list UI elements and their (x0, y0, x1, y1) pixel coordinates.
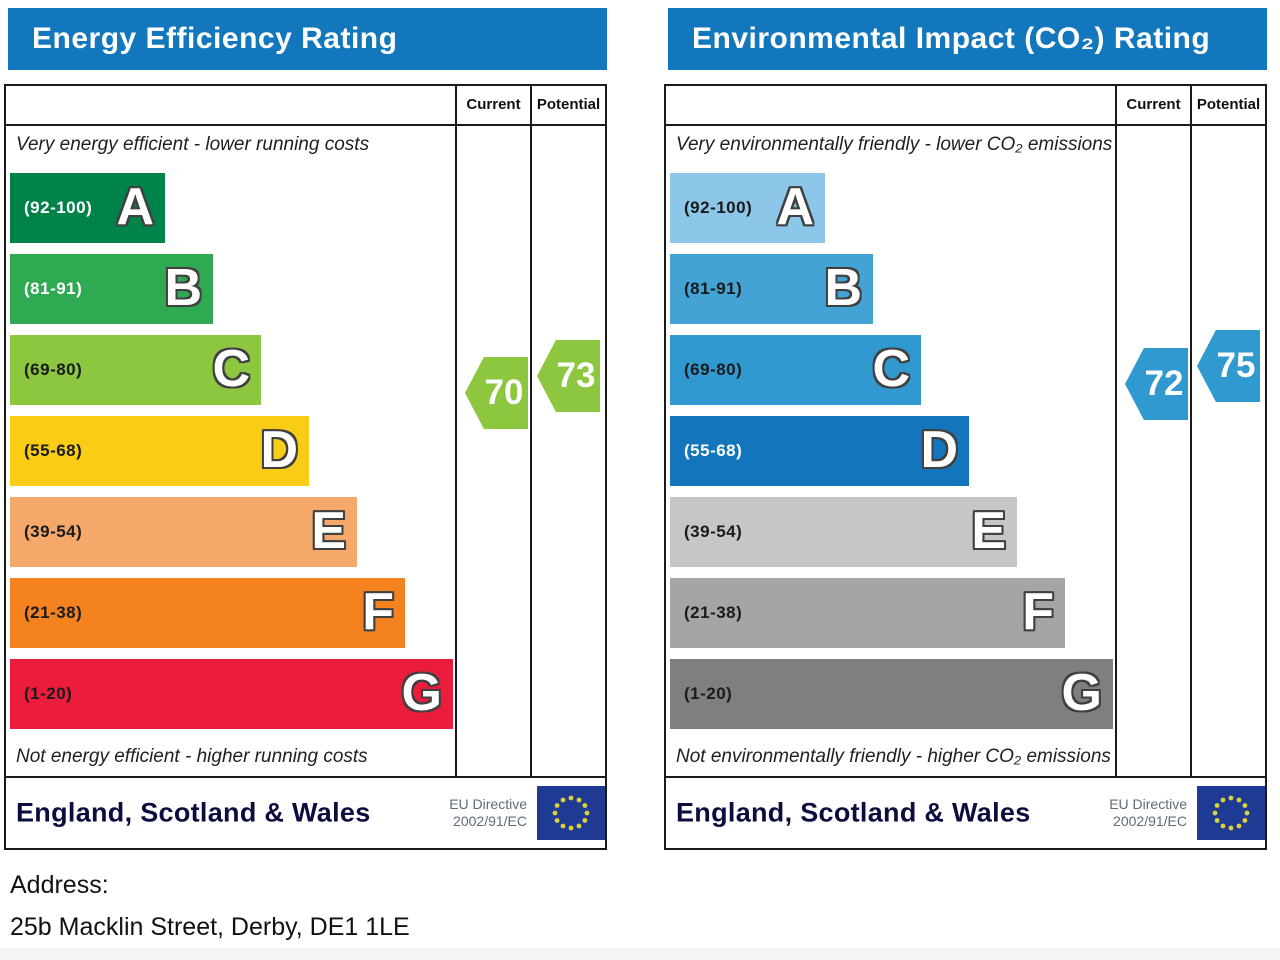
eu-directive-label: EU Directive 2002/91/EC (1109, 796, 1187, 830)
eu-flag-icon (537, 786, 605, 840)
current-rating-value: 70 (484, 373, 524, 412)
band-row-f: (21-38) F (10, 578, 405, 648)
column-divider (1190, 126, 1192, 776)
column-header-current: Current (466, 96, 521, 113)
column-divider (530, 126, 532, 776)
column-divider (530, 86, 532, 124)
band-range-label: (69-80) (24, 360, 83, 379)
band-range-label: (1-20) (684, 684, 733, 703)
column-header-potential: Potential (1196, 96, 1261, 113)
column-divider (455, 86, 457, 124)
band-range-label: (69-80) (684, 360, 743, 379)
current-rating-arrow: 70 (465, 357, 528, 429)
band-letter: B (824, 258, 862, 317)
band-row-e: (39-54) E (10, 497, 357, 567)
footer-region-label: England, Scotland & Wales (676, 797, 1031, 828)
footer-region-label: England, Scotland & Wales (16, 797, 371, 828)
eu-directive-line1: EU Directive (1109, 796, 1187, 812)
column-divider (1115, 126, 1117, 776)
band-row-e: (39-54) E (670, 497, 1017, 567)
band-letter: C (212, 339, 250, 398)
band-row-b: (81-91) B (10, 254, 213, 324)
column-divider (1190, 86, 1192, 124)
address-block: Address: 25b Macklin Street, Derby, DE1 … (10, 864, 410, 948)
potential-rating-arrow: 75 (1197, 330, 1260, 402)
band-range-label: (1-20) (24, 684, 73, 703)
band-letter: D (920, 420, 958, 479)
rating-scale-body: Very energy efficient - lower running co… (6, 126, 605, 778)
band-row-d: (55-68) D (670, 416, 969, 486)
address-label: Address: (10, 871, 109, 899)
band-letter: F (362, 582, 394, 641)
caption-bottom: Not environmentally friendly - higher CO… (676, 746, 1111, 767)
band-range-label: (21-38) (24, 603, 83, 622)
column-divider (455, 126, 457, 776)
eu-directive-line2: 2002/91/EC (1113, 813, 1187, 829)
band-letter: E (971, 501, 1006, 560)
bottom-strip (0, 948, 1280, 960)
environmental-impact-chart: Environmental Impact (CO₂) Rating Curren… (664, 0, 1267, 852)
band-range-label: (81-91) (24, 279, 83, 298)
eu-directive-line1: EU Directive (449, 796, 527, 812)
chart-title: Energy Efficiency Rating (8, 8, 607, 70)
band-letter: F (1022, 582, 1054, 641)
table-footer-row: England, Scotland & Wales EU Directive 2… (666, 778, 1265, 848)
band-letter: E (311, 501, 346, 560)
band-letter: G (1061, 663, 1102, 722)
band-range-label: (55-68) (24, 441, 83, 460)
eu-directive-line2: 2002/91/EC (453, 813, 527, 829)
current-rating-value: 72 (1144, 364, 1184, 403)
band-range-label: (92-100) (24, 198, 93, 217)
band-range-label: (92-100) (684, 198, 753, 217)
band-range-label: (55-68) (684, 441, 743, 460)
potential-rating-value: 75 (1216, 346, 1256, 385)
potential-rating-value: 73 (556, 356, 596, 395)
potential-rating-arrow: 73 (537, 340, 600, 412)
band-range-label: (39-54) (24, 522, 83, 541)
band-letter: A (776, 177, 814, 236)
band-range-label: (81-91) (684, 279, 743, 298)
rating-scale-body: Very environmentally friendly - lower CO… (666, 126, 1265, 778)
column-header-potential: Potential (536, 96, 601, 113)
rating-table: Current Potential Very energy efficient … (4, 84, 607, 850)
caption-top: Very environmentally friendly - lower CO… (676, 134, 1113, 155)
band-row-f: (21-38) F (670, 578, 1065, 648)
band-range-label: (21-38) (684, 603, 743, 622)
energy-efficiency-chart: Energy Efficiency Rating Current Potenti… (4, 0, 607, 852)
band-letter: G (401, 663, 442, 722)
table-header-row: Current Potential (666, 86, 1265, 126)
caption-top: Very energy efficient - lower running co… (16, 134, 370, 155)
table-header-row: Current Potential (6, 86, 605, 126)
address-value: 25b Macklin Street, Derby, DE1 1LE (10, 913, 410, 941)
rating-table: Current Potential Very environmentally f… (664, 84, 1267, 850)
eu-flag-icon (1197, 786, 1265, 840)
band-row-c: (69-80) C (670, 335, 921, 405)
band-range-label: (39-54) (684, 522, 743, 541)
caption-bottom: Not energy efficient - higher running co… (16, 746, 368, 767)
current-rating-arrow: 72 (1125, 348, 1188, 420)
column-header-current: Current (1126, 96, 1181, 113)
band-letter: C (872, 339, 910, 398)
column-divider (1115, 86, 1117, 124)
band-letter: D (260, 420, 298, 479)
eu-directive-label: EU Directive 2002/91/EC (449, 796, 527, 830)
table-footer-row: England, Scotland & Wales EU Directive 2… (6, 778, 605, 848)
band-row-g: (1-20) G (10, 659, 453, 729)
band-row-g: (1-20) G (670, 659, 1113, 729)
band-row-d: (55-68) D (10, 416, 309, 486)
band-row-a: (92-100) A (10, 173, 165, 243)
band-row-b: (81-91) B (670, 254, 873, 324)
band-row-a: (92-100) A (670, 173, 825, 243)
band-letter: A (116, 177, 154, 236)
chart-title: Environmental Impact (CO₂) Rating (668, 8, 1267, 70)
band-letter: B (164, 258, 202, 317)
band-row-c: (69-80) C (10, 335, 261, 405)
